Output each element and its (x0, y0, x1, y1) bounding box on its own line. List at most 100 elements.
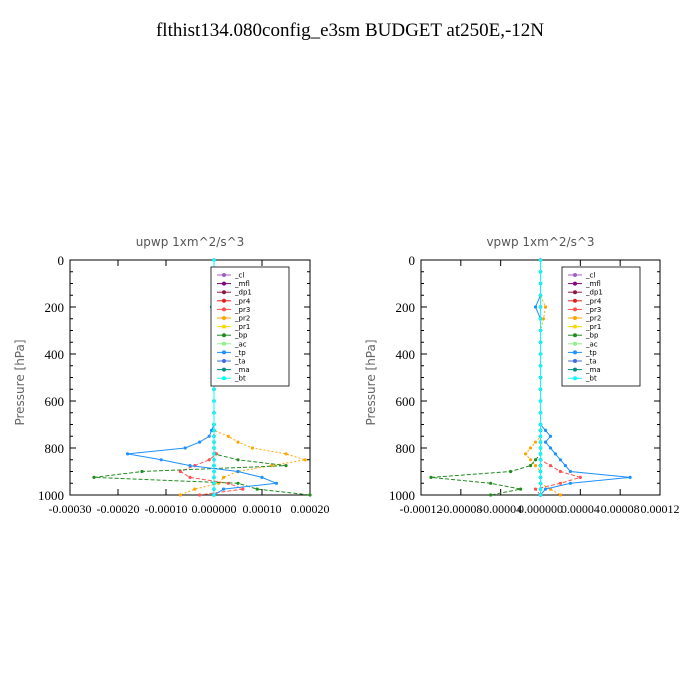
legend-label: _tp (585, 349, 597, 357)
data-point (241, 487, 245, 491)
y-tick-label: 200 (45, 300, 65, 315)
data-point (538, 469, 543, 474)
y-tick-label: 600 (396, 394, 416, 409)
legend-marker (573, 298, 577, 303)
data-point (212, 452, 216, 456)
x-tick-label: -0.00020 (97, 502, 140, 516)
series-line-bp (430, 260, 541, 496)
legend-label: _bp (585, 332, 599, 340)
data-point (178, 493, 182, 497)
data-point (236, 440, 240, 444)
data-point (212, 487, 216, 491)
data-point (533, 305, 538, 309)
data-point (543, 440, 548, 444)
legend-marker (222, 359, 226, 363)
data-point (284, 464, 288, 468)
data-point (568, 481, 573, 485)
data-point (538, 352, 543, 356)
data-point (538, 387, 543, 391)
legend-marker (573, 324, 577, 329)
y-tick-label: 400 (396, 347, 416, 362)
legend-marker (573, 350, 577, 355)
legend-label: _bp (234, 332, 248, 340)
legend-marker (573, 341, 577, 346)
legend-label: _mfl (585, 280, 601, 288)
legend-label: _ac (234, 340, 247, 348)
legend-marker (573, 281, 577, 286)
data-point (212, 469, 216, 474)
y-tick-label: 1000 (389, 488, 415, 503)
legend-label: _ac (585, 340, 598, 348)
data-point (538, 340, 543, 344)
data-point (222, 475, 226, 479)
data-point (178, 469, 182, 474)
legend-label: _cl (585, 272, 595, 280)
data-point (538, 440, 543, 444)
legend-label: _pr4 (234, 297, 251, 305)
data-point (538, 481, 543, 485)
data-point (538, 328, 543, 333)
x-tick-label: -0.00008 (439, 502, 482, 516)
data-point (250, 446, 254, 450)
x-tick-label: 0.00008 (601, 502, 640, 516)
data-point (533, 487, 538, 491)
legend-label: _ma (234, 366, 250, 374)
data-point (212, 464, 216, 468)
data-point (538, 446, 543, 450)
y-tick-label: 800 (396, 441, 416, 456)
data-point (558, 481, 563, 485)
data-point (193, 487, 197, 491)
data-point (533, 440, 538, 444)
data-point (198, 440, 202, 444)
data-point (568, 469, 573, 474)
data-point (207, 458, 211, 462)
legend-label: _dp1 (585, 289, 603, 297)
y-axis-label: Pressure [hPa] (364, 339, 378, 425)
chart-panel-0: upwp 1xm^2/s^3 Pressure [hPa] 0 200 400 600 80… (13, 235, 330, 516)
data-point (207, 434, 211, 438)
data-point (538, 270, 543, 274)
legend-marker (573, 367, 577, 372)
data-point (528, 446, 533, 450)
data-point (183, 446, 187, 450)
data-point (538, 422, 543, 427)
legend-marker (222, 307, 226, 312)
legend-label: _pr3 (585, 306, 601, 314)
data-point (489, 481, 493, 485)
data-point (543, 428, 548, 432)
x-tick-label: -0.00004 (479, 502, 522, 516)
data-point (126, 452, 130, 456)
legend-marker (222, 367, 226, 372)
x-tick-label: -0.00012 (400, 502, 443, 516)
x-tick-label: 0.00012 (641, 502, 680, 516)
legend-label: _pr3 (234, 306, 250, 314)
legend-marker (573, 359, 577, 363)
legend-marker (222, 350, 226, 355)
legend-label: _pr4 (585, 297, 602, 305)
data-point (538, 375, 543, 380)
y-tick-label: 200 (396, 300, 416, 315)
data-point (538, 293, 543, 297)
data-point (538, 487, 543, 491)
data-point (558, 469, 563, 474)
data-point (212, 481, 216, 485)
legend-label: _pr1 (585, 323, 601, 331)
data-point (260, 475, 264, 479)
legend-marker (222, 273, 226, 277)
legend-label: _pr1 (234, 323, 250, 331)
data-point (538, 475, 543, 479)
data-point (628, 475, 632, 479)
data-point (159, 458, 163, 462)
legend-label: _tp (234, 349, 246, 357)
data-point (212, 440, 216, 444)
data-point (533, 458, 538, 462)
data-point (212, 258, 216, 262)
data-point (212, 411, 216, 415)
data-point (212, 434, 216, 438)
data-point (212, 422, 216, 427)
y-tick-label: 0 (58, 253, 65, 268)
legend-marker (222, 324, 226, 329)
legend-label: _pr2 (234, 315, 250, 323)
data-point (538, 317, 543, 321)
